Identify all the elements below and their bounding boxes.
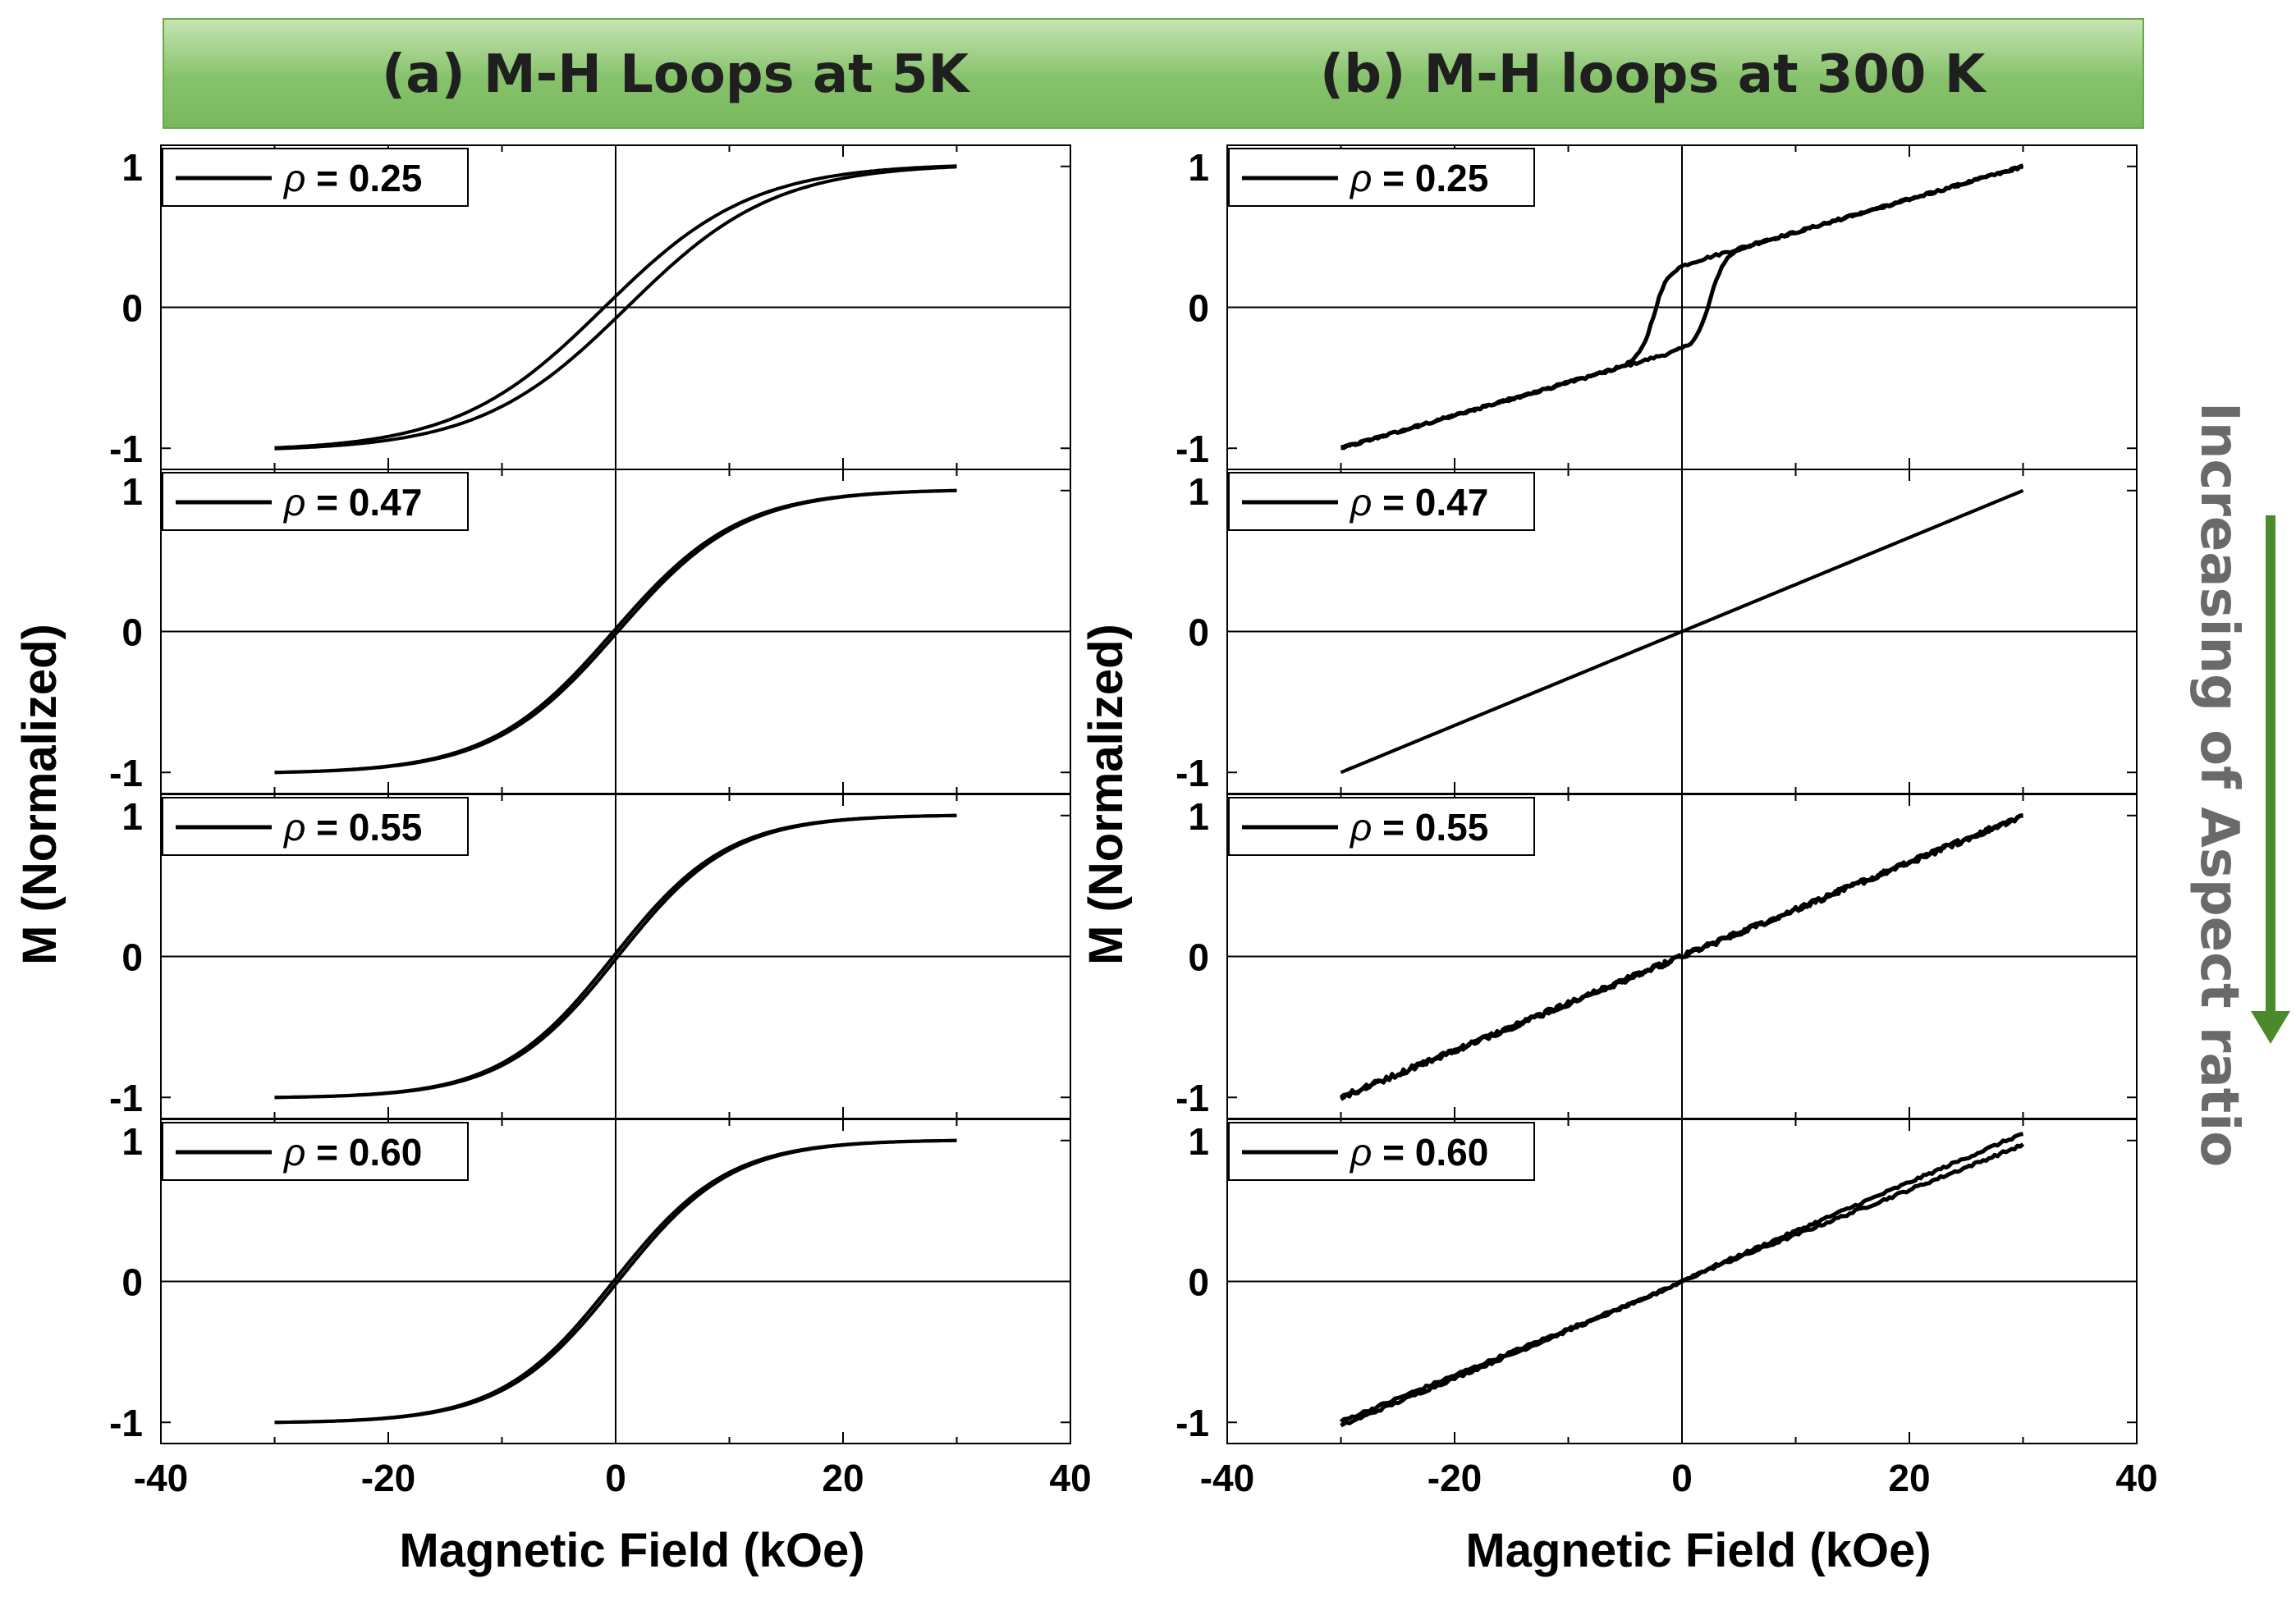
chart-a-x-tick-label: 40: [1049, 1457, 1091, 1499]
chart-b-panel-3: -1 0 1 ρ = 0.55: [1175, 794, 2138, 1119]
y-tick-label: 0: [1188, 936, 1209, 979]
curve-descending-branch: [1340, 488, 2024, 775]
legend: ρ = 0.55: [162, 797, 469, 856]
y-tick-label: 1: [1188, 1120, 1209, 1163]
chart-a-x-tick-label: 20: [822, 1457, 864, 1499]
y-tick-label: -1: [1175, 428, 1209, 470]
y-tick-label: 0: [121, 1261, 143, 1304]
chart-b-x-tick-label: -40: [1200, 1457, 1254, 1499]
legend-label: ρ = 0.25: [1349, 157, 1488, 199]
y-tick-label: 0: [1188, 287, 1209, 330]
y-tick-label: 1: [121, 146, 143, 189]
legend: ρ = 0.60: [162, 1122, 469, 1181]
legend: ρ = 0.25: [162, 148, 469, 207]
chart-a-panel-2: -1 0 1 ρ = 0.47: [109, 469, 1071, 794]
chart-a-x-axis-label: Magnetic Field (kOe): [399, 1524, 864, 1577]
legend-label: ρ = 0.47: [282, 481, 422, 524]
y-tick-label: 0: [1188, 1261, 1209, 1304]
y-tick-label: 1: [121, 1120, 143, 1163]
legend-label: ρ = 0.55: [1349, 806, 1488, 849]
legend-label: ρ = 0.60: [1349, 1131, 1488, 1174]
y-tick-label: -1: [109, 1077, 143, 1119]
y-tick-label: -1: [109, 1402, 143, 1444]
aspect-ratio-annotation: Increasing of Aspect ratio: [2188, 402, 2249, 1168]
chart-b-panel-1: -1 0 1 ρ = 0.25: [1175, 144, 2138, 470]
aspect-ratio-arrow-head: [2251, 1011, 2290, 1044]
legend: ρ = 0.55: [1228, 797, 1535, 856]
legend: ρ = 0.47: [1228, 472, 1535, 531]
y-tick-label: -1: [109, 428, 143, 470]
y-tick-label: 1: [1188, 146, 1209, 189]
chart-a-panel-3: -1 0 1 ρ = 0.55: [109, 794, 1071, 1119]
chart-b-panel-2: -1 0 1 ρ = 0.47: [1175, 469, 2138, 794]
curve-descending-branch: [274, 164, 957, 450]
y-tick-label: -1: [1175, 1402, 1209, 1444]
legend: ρ = 0.25: [1228, 148, 1535, 207]
y-tick-label: -1: [109, 752, 143, 794]
curve-descending-branch: [274, 813, 957, 1100]
legend-label: ρ = 0.55: [282, 806, 422, 849]
y-tick-label: -1: [1175, 752, 1209, 794]
chart-b-x-tick-label: 0: [1671, 1457, 1693, 1499]
curve-descending-branch: [1340, 1132, 2023, 1428]
title-banner: (a) M-H Loops at 5K (b) M-H loops at 300…: [163, 18, 2144, 129]
chart-a-x-tick-label: -40: [134, 1457, 188, 1499]
y-tick-label: 0: [121, 936, 143, 979]
curve-descending-branch: [1340, 813, 2023, 1101]
legend-box: [1228, 797, 1535, 856]
curve-ascending-branch: [274, 165, 957, 451]
chart-b-panel-4: -1 0 1 ρ = 0.60: [1175, 1119, 2138, 1444]
legend: ρ = 0.47: [162, 472, 469, 531]
curve-descending-branch: [1340, 163, 2024, 450]
chart-b-y-axis-label: M (Normalized): [1079, 624, 1133, 965]
chart-a-panel-4: -1 0 1 ρ = 0.60: [109, 1119, 1071, 1444]
y-tick-label: 1: [1188, 795, 1209, 838]
curve-descending-branch: [274, 1138, 957, 1425]
chart-a-x-tick-label: 0: [605, 1457, 626, 1499]
y-tick-label: -1: [1175, 1077, 1209, 1119]
y-tick-label: 1: [121, 470, 143, 513]
chart-b-x-tick-label: 40: [2115, 1457, 2157, 1499]
chart-a-panel-1: -1 0 1 ρ = 0.25: [109, 144, 1071, 470]
chart-b-x-tick-label: 20: [1888, 1457, 1930, 1499]
y-tick-label: 0: [1188, 611, 1209, 654]
y-tick-label: 0: [121, 611, 143, 654]
legend-label: ρ = 0.25: [282, 157, 422, 199]
y-tick-label: 1: [1188, 470, 1209, 513]
y-tick-label: 0: [121, 287, 143, 330]
chart-b-x-axis-label: Magnetic Field (kOe): [1465, 1524, 1931, 1577]
chart-a-x-tick-label: -20: [361, 1457, 415, 1499]
chart-b-x-tick-label: -20: [1428, 1457, 1482, 1499]
legend-label: ρ = 0.60: [282, 1131, 422, 1174]
legend: ρ = 0.60: [1228, 1122, 1535, 1181]
y-tick-label: 1: [121, 795, 143, 838]
title-panel-a: (a) M-H Loops at 5K: [382, 44, 969, 105]
title-panel-b: (b) M-H loops at 300 K: [1320, 44, 1986, 105]
curve-descending-branch: [274, 488, 957, 775]
chart-a-y-axis-label: M (Normalized): [13, 624, 66, 965]
legend-label: ρ = 0.47: [1349, 481, 1488, 524]
